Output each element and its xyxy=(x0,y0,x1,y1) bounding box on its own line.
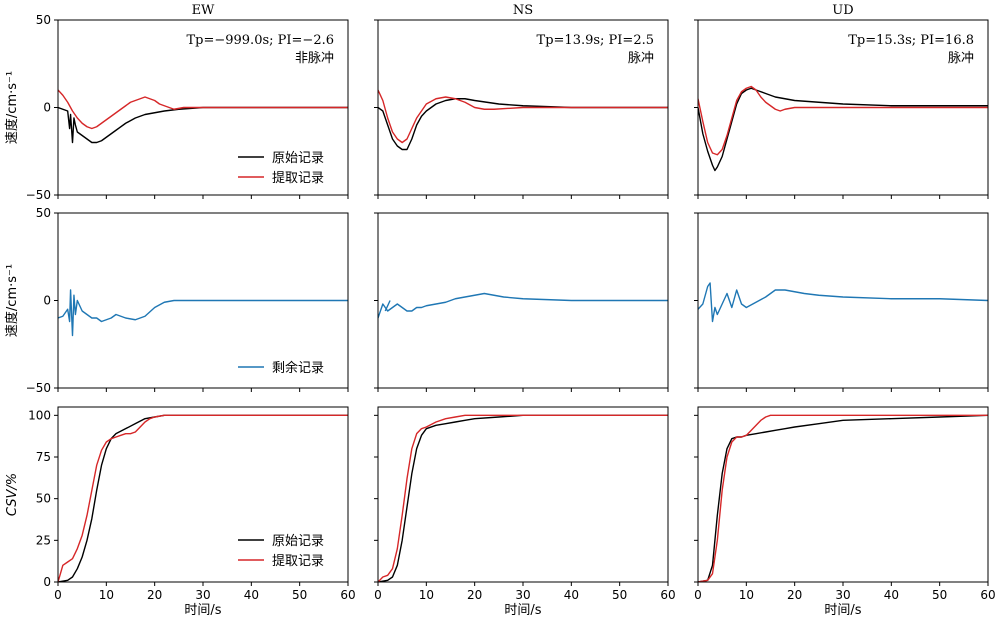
panel-frame xyxy=(697,212,989,389)
x-tick-label: 10 xyxy=(739,588,754,602)
x-tick-label: 0 xyxy=(694,588,702,602)
y-tick-label: 0 xyxy=(43,101,51,115)
pulse-class-label: 脉冲 xyxy=(948,51,974,66)
x-tick-label: 20 xyxy=(147,588,162,602)
series-group xyxy=(58,89,348,144)
x-tick-label: 50 xyxy=(292,588,307,602)
series-group xyxy=(378,292,668,319)
x-axis-label: 时间/s xyxy=(504,603,541,618)
x-axis-label: 时间/s xyxy=(184,603,221,618)
x-axis-label: 时间/s xyxy=(824,603,861,618)
y-axis-label-csv: CSV/% xyxy=(5,473,20,516)
y-tick-label: 75 xyxy=(36,450,51,464)
series-line-residual xyxy=(384,300,391,312)
legend-label-residual: 剩余记录 xyxy=(272,360,324,376)
pulse-params-text: Tp=13.9s; PI=2.5 xyxy=(537,33,654,48)
y-tick-label: 100 xyxy=(28,408,51,422)
y-tick-label: 50 xyxy=(36,492,51,506)
y-axis-label-velocity: 速度/cm·s⁻¹ xyxy=(4,264,20,337)
series-line-extracted xyxy=(58,414,348,582)
series-group xyxy=(378,89,668,151)
x-tick-label: 10 xyxy=(419,588,434,602)
series-line-original xyxy=(378,98,668,151)
series-line-extracted xyxy=(58,89,348,130)
column-title: NS xyxy=(513,3,533,18)
x-tick-label: 20 xyxy=(467,588,482,602)
series-group xyxy=(698,85,988,172)
x-tick-label: 60 xyxy=(980,588,995,602)
pulse-class-label: 非脉冲 xyxy=(295,51,334,66)
series-line-extracted xyxy=(698,414,988,582)
panel-ns-csv: 0 10 20 30 40 50 60 时间/s xyxy=(374,406,676,618)
panel-ew-csv: 0 10 20 30 40 50 60 0 25 50 75 100 时间/s xyxy=(28,406,356,618)
series-group xyxy=(698,282,988,323)
series-line-residual xyxy=(698,282,988,323)
y-tick-label: 0 xyxy=(43,575,51,589)
x-tick-label: 40 xyxy=(244,588,259,602)
series-line-extracted xyxy=(378,414,668,582)
panel-ud-velocity xyxy=(694,19,989,199)
pulse-params-text: Tp=−999.0s; PI=−2.6 xyxy=(186,33,334,48)
y-tick-label: 50 xyxy=(36,206,51,220)
x-tick-label: 50 xyxy=(612,588,627,602)
x-tick-label: 40 xyxy=(884,588,899,602)
panel-ud-csv: 0 10 20 30 40 50 60 时间/s xyxy=(694,406,996,618)
panel-frame xyxy=(377,406,669,583)
series-line-extracted xyxy=(698,85,988,156)
x-tick-label: 50 xyxy=(932,588,947,602)
series-line-extracted xyxy=(378,89,668,144)
x-tick-label: 10 xyxy=(99,588,114,602)
x-tick-label: 30 xyxy=(515,588,530,602)
panel-ew-velocity: −50 0 50 xyxy=(26,13,349,202)
series-group xyxy=(698,414,988,582)
y-tick-label: −50 xyxy=(26,381,51,395)
series-line-original xyxy=(58,106,348,144)
series-group xyxy=(378,414,668,582)
pulse-params-text: Tp=15.3s; PI=16.8 xyxy=(848,33,974,48)
series-line-original xyxy=(698,87,988,172)
series-line-residual xyxy=(58,289,348,337)
panel-ns-velocity xyxy=(374,19,669,199)
panel-frame xyxy=(697,406,989,583)
x-tick-label: 60 xyxy=(660,588,675,602)
legend-label-original: 原始记录 xyxy=(272,151,324,166)
legend-label-original: 原始记录 xyxy=(272,534,324,549)
x-tick-label: 30 xyxy=(835,588,850,602)
y-tick-label: 0 xyxy=(43,294,51,308)
panel-ns-residual xyxy=(374,212,669,392)
series-line-original xyxy=(378,414,668,582)
x-tick-label: 20 xyxy=(787,588,802,602)
x-tick-label: 0 xyxy=(374,588,382,602)
panel-ew-residual: −50 0 50 xyxy=(26,206,349,395)
y-tick-label: −50 xyxy=(26,188,51,202)
y-axis-label-velocity: 速度/cm·s⁻¹ xyxy=(4,71,20,144)
legend-label-extracted: 提取记录 xyxy=(272,553,324,569)
x-tick-label: 40 xyxy=(564,588,579,602)
series-group xyxy=(58,289,348,337)
column-title: UD xyxy=(832,3,853,18)
x-tick-label: 30 xyxy=(195,588,210,602)
series-group xyxy=(58,414,348,582)
x-tick-label: 0 xyxy=(54,588,62,602)
series-line-residual xyxy=(378,292,668,319)
x-tick-label: 60 xyxy=(340,588,355,602)
pulse-class-label: 脉冲 xyxy=(628,51,654,66)
column-title: EW xyxy=(192,3,215,18)
y-tick-label: 50 xyxy=(36,13,51,27)
panel-ud-residual xyxy=(694,212,989,392)
series-line-original xyxy=(698,414,988,582)
legend-label-extracted: 提取记录 xyxy=(272,170,324,186)
y-tick-label: 25 xyxy=(36,533,51,547)
